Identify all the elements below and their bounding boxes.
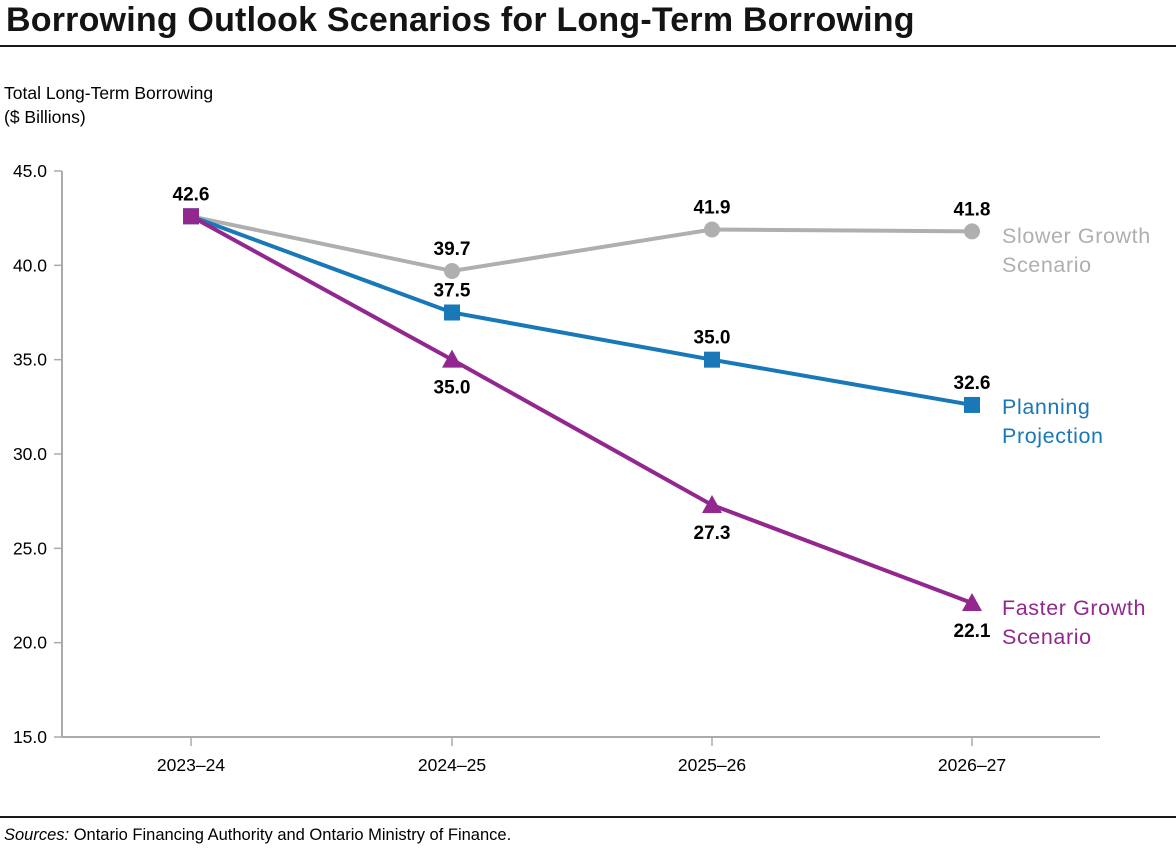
x-tick-label: 2025–26 (678, 755, 746, 775)
data-label: 42.6 (173, 184, 210, 205)
x-tick-label: 2026–27 (938, 755, 1006, 775)
y-axis-title: Total Long-Term Borrowing ($ Billions) (4, 81, 213, 129)
data-label: 37.5 (434, 281, 471, 302)
legend-slower-growth-scenario: Slower Growth Scenario (1002, 222, 1151, 280)
y-tick-label: 35.0 (13, 350, 47, 370)
marker-triangle-faster-growth-scenario (702, 494, 722, 513)
data-label: 27.3 (694, 523, 731, 544)
y-tick-label: 25.0 (13, 538, 47, 558)
y-axis-title-line2: ($ Billions) (4, 107, 86, 127)
y-tick-label: 15.0 (13, 727, 47, 747)
series-line-slower-growth-scenario (190, 214, 973, 274)
page-title: Borrowing Outlook Scenarios for Long-Ter… (6, 1, 915, 39)
data-label: 35.0 (434, 378, 471, 399)
marker-square-planning-projection (444, 304, 460, 321)
sources-label: Sources: (4, 826, 70, 844)
marker-circle-slower-growth-scenario (964, 223, 980, 240)
y-tick-label: 40.0 (13, 255, 47, 275)
footer-divider (0, 816, 1176, 818)
legend-planning-line1: Planning (1002, 395, 1091, 419)
x-tick-label: 2023–24 (157, 755, 225, 775)
series-line-planning-projection (190, 214, 973, 407)
sources-text: Ontario Financing Authority and Ontario … (69, 826, 512, 844)
legend-faster-growth-scenario: Faster Growth Scenario (1002, 594, 1146, 652)
legend-slower-line1: Slower Growth (1002, 224, 1151, 248)
y-tick-label: 30.0 (13, 444, 47, 464)
data-label: 39.7 (434, 239, 471, 260)
data-label: 35.0 (694, 328, 731, 349)
marker-square-faster-growth-scenario (183, 208, 199, 225)
y-tick-label: 45.0 (13, 161, 47, 181)
legend-planning-line2: Projection (1002, 424, 1104, 448)
marker-square-planning-projection (704, 351, 720, 368)
marker-circle-slower-growth-scenario (704, 221, 720, 238)
legend-faster-line1: Faster Growth (1002, 596, 1147, 620)
sources-note: Sources: Ontario Financing Authority and… (4, 826, 511, 845)
marker-square-planning-projection (964, 396, 980, 413)
legend-faster-line2: Scenario (1002, 625, 1092, 649)
legend-slower-line2: Scenario (1002, 253, 1092, 277)
data-label: 32.6 (954, 373, 991, 394)
y-axis-title-line1: Total Long-Term Borrowing (4, 83, 214, 103)
legend-planning-projection: Planning Projection (1002, 393, 1104, 451)
title-divider (0, 45, 1176, 47)
data-label: 41.8 (954, 199, 991, 220)
x-tick-label: 2024–25 (418, 755, 486, 775)
y-tick-label: 20.0 (13, 633, 47, 653)
marker-circle-slower-growth-scenario (444, 262, 460, 279)
marker-triangle-faster-growth-scenario (442, 349, 462, 368)
data-label: 41.9 (694, 197, 731, 218)
series-line-faster-growth-scenario (190, 214, 973, 605)
marker-triangle-faster-growth-scenario (962, 593, 982, 612)
data-label: 22.1 (954, 621, 991, 642)
